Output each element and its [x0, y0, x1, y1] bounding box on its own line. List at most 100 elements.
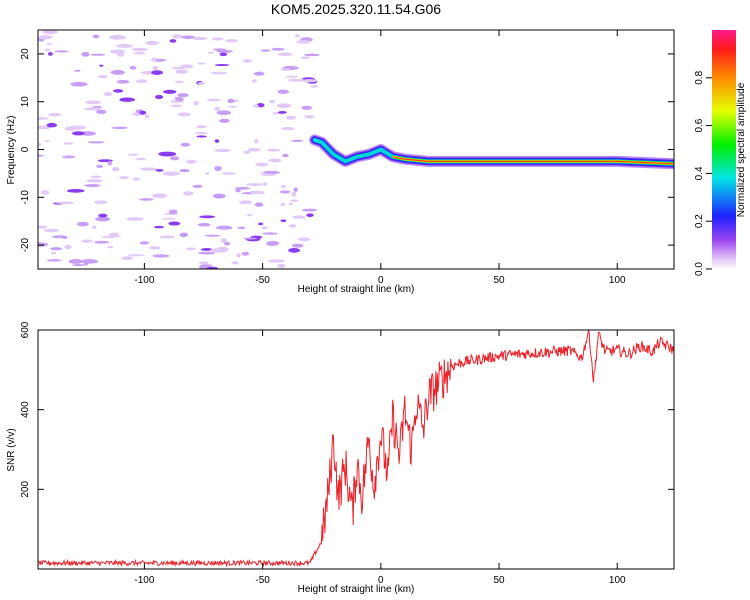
colorbar-tick-label: 0.6 — [694, 118, 705, 132]
noise-patch — [47, 52, 53, 56]
noise-patch — [214, 63, 230, 67]
noise-patch — [199, 261, 209, 265]
snr-series-line — [38, 330, 674, 568]
noise-patch — [144, 114, 150, 119]
noise-patch — [216, 49, 234, 53]
noise-patch — [301, 105, 313, 110]
noise-patch — [296, 40, 311, 44]
noise-patch — [74, 69, 81, 72]
noise-patch — [181, 35, 196, 40]
spectrogram-noise — [38, 30, 320, 269]
noise-patch — [179, 232, 189, 238]
noise-patch — [210, 71, 228, 75]
noise-patch — [206, 98, 221, 102]
bottom-xtick-label: 0 — [378, 575, 384, 586]
top-xtick-label: 100 — [609, 275, 626, 286]
noise-patch — [135, 79, 148, 84]
noise-patch — [159, 235, 176, 239]
noise-patch — [139, 198, 154, 201]
noise-patch — [254, 71, 265, 76]
noise-patch — [171, 66, 186, 70]
noise-patch — [110, 70, 125, 75]
noise-patch — [38, 225, 48, 229]
noise-patch — [281, 184, 286, 189]
bottom-xtick-label: 100 — [609, 575, 626, 586]
noise-patch — [76, 221, 89, 227]
noise-patch — [64, 244, 72, 250]
noise-patch — [219, 52, 228, 57]
noise-patch — [214, 106, 221, 112]
noise-patch — [301, 208, 318, 212]
top-ytick-label: 10 — [20, 96, 31, 108]
noise-patch — [194, 132, 208, 135]
noise-patch — [279, 190, 291, 194]
top-xtick-label: 50 — [493, 275, 505, 286]
noise-patch — [246, 213, 253, 217]
noise-patch — [258, 222, 264, 226]
noise-patch — [155, 169, 164, 172]
noise-patch — [38, 154, 44, 157]
noise-patch — [261, 226, 268, 230]
noise-patch — [182, 191, 194, 196]
noise-patch — [268, 158, 282, 163]
noise-patch — [51, 252, 57, 255]
noise-patch — [186, 247, 196, 251]
noise-patch — [269, 99, 275, 104]
noise-patch — [276, 103, 292, 109]
noise-patch — [292, 215, 306, 219]
noise-patch — [174, 80, 184, 84]
noise-patch — [80, 131, 96, 136]
noise-patch — [38, 35, 53, 40]
noise-patch — [134, 51, 146, 55]
noise-patch — [245, 183, 264, 186]
bottom-xtick-label: -50 — [255, 575, 270, 586]
noise-patch — [98, 75, 108, 79]
noise-patch — [285, 75, 299, 78]
noise-patch — [119, 175, 130, 180]
noise-patch — [158, 151, 177, 157]
noise-patch — [152, 254, 170, 258]
noise-patch — [93, 240, 110, 244]
noise-patch — [81, 51, 90, 57]
noise-patch — [179, 168, 190, 173]
noise-patch — [214, 148, 231, 153]
noise-patch — [304, 115, 315, 119]
noise-patch — [214, 165, 222, 171]
noise-patch — [291, 191, 297, 197]
noise-patch — [44, 48, 51, 52]
noise-patch — [280, 127, 295, 131]
noise-patch — [288, 78, 306, 82]
top-ytick-label: -10 — [20, 190, 31, 205]
noise-patch — [222, 172, 237, 175]
noise-patch — [106, 245, 114, 249]
noise-patch — [220, 237, 227, 243]
noise-patch — [302, 79, 317, 83]
noise-patch — [92, 34, 100, 39]
snr-frame — [37, 329, 675, 570]
noise-patch — [81, 239, 93, 243]
noise-patch — [112, 166, 120, 172]
noise-patch — [204, 234, 221, 237]
noise-patch — [151, 57, 157, 62]
noise-patch — [199, 215, 216, 219]
noise-patch — [243, 150, 251, 154]
noise-patch — [132, 177, 141, 181]
colorbar-label: Normalized spectral amplitude — [736, 82, 747, 217]
noise-patch — [56, 201, 74, 205]
noise-patch — [152, 65, 159, 71]
bottom-ytick-label: 600 — [20, 321, 31, 338]
noise-patch — [105, 235, 121, 238]
noise-patch — [41, 190, 50, 195]
colorbar-tick-label: 0.2 — [694, 214, 705, 228]
noise-patch — [170, 104, 183, 108]
noise-patch — [127, 254, 145, 257]
noise-patch — [119, 97, 135, 102]
noise-patch — [44, 140, 50, 143]
noise-patch — [196, 125, 207, 129]
noise-patch — [260, 49, 271, 52]
noise-patch — [54, 50, 69, 53]
noise-patch — [168, 221, 181, 226]
noise-patch — [280, 219, 287, 223]
noise-patch — [108, 35, 127, 40]
bottom-ylabel: SNR (v/v) — [6, 428, 17, 471]
